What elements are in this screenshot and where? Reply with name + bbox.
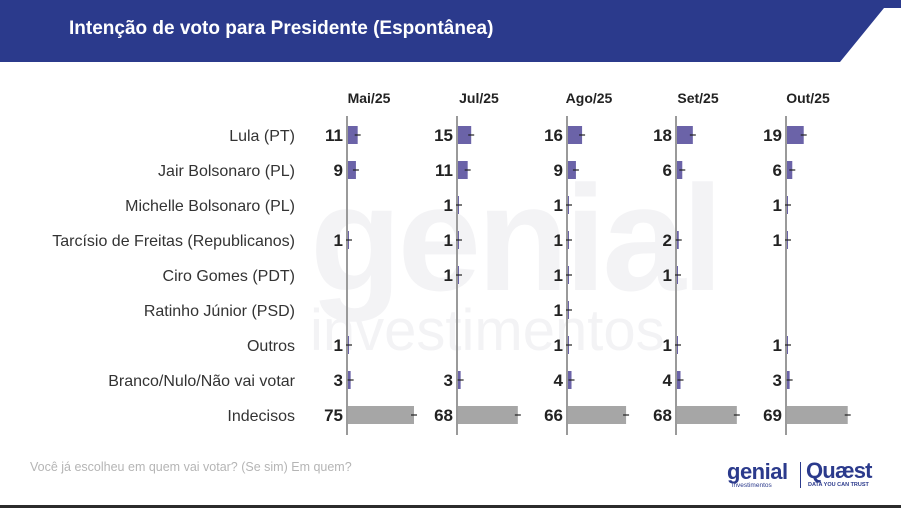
panel-header: Ago/25 [566,90,613,106]
panel-header: Jul/25 [459,90,499,106]
value-label: 1 [663,266,672,285]
value-label: 69 [763,406,782,425]
value-label: 1 [554,196,563,215]
value-label: 66 [544,406,563,425]
value-label: 9 [334,161,343,180]
value-label: 1 [334,336,343,355]
bar [348,126,358,144]
value-label: 1 [773,336,782,355]
value-label: 4 [663,371,673,390]
category-label: Tarcísio de Freitas (Republicanos) [52,233,295,250]
value-label: 1 [444,231,453,250]
quaest-logo: Quæst [806,458,872,483]
value-label: 1 [554,231,563,250]
value-label: 15 [434,126,453,145]
value-label: 6 [663,161,672,180]
value-label: 1 [554,301,563,320]
survey-question: Você já escolheu em quem vai votar? (Se … [30,460,352,474]
footer-logos: genial investimentos Quæst DATA YOU CAN … [724,456,874,496]
value-label: 1 [334,231,343,250]
category-label: Outros [247,338,295,355]
category-label: Indecisos [227,408,295,425]
header-banner: Intenção de voto para Presidente (Espont… [0,0,901,62]
value-label: 1 [554,266,563,285]
value-label: 6 [773,161,782,180]
bar [787,406,848,424]
category-label: Ratinho Júnior (PSD) [144,303,295,320]
svg-text:investimentos: investimentos [310,298,665,363]
panel-header: Out/25 [786,90,830,106]
bar [787,126,804,144]
svg-text:genial: genial [310,154,719,322]
value-label: 16 [544,126,563,145]
value-label: 18 [653,126,672,145]
category-label: Branco/Nulo/Não vai votar [108,373,295,390]
genial-logo: genial [727,459,788,484]
bottom-border [0,505,901,508]
value-label: 1 [444,266,453,285]
category-label: Jair Bolsonaro (PL) [158,163,295,180]
value-label: 3 [773,371,782,390]
category-label: Ciro Gomes (PDT) [163,268,295,285]
value-label: 19 [763,126,782,145]
value-label: 1 [773,231,782,250]
bar [568,406,627,424]
genial-logo-subtitle: investimentos [732,482,772,489]
bar [677,126,693,144]
panel-header: Set/25 [677,90,718,106]
value-label: 1 [663,336,672,355]
value-label: 68 [434,406,453,425]
bar [348,406,414,424]
bar [677,406,737,424]
header-background [0,0,901,62]
value-label: 9 [554,161,563,180]
value-label: 68 [653,406,672,425]
bar [458,161,468,179]
value-label: 11 [325,126,343,145]
value-label: 1 [554,336,563,355]
panel-header: Mai/25 [348,90,391,106]
value-label: 11 [435,161,453,180]
bar [348,161,356,179]
quaest-logo-subtitle: DATA YOU CAN TRUST [808,482,869,488]
bar [458,126,472,144]
bar [458,406,518,424]
vote-intention-chart: Mai/25 Jul/25 Ago/25 Set/25 Out/25 Lula (PT) J… [52,90,851,435]
value-label: 1 [773,196,782,215]
category-label: Lula (PT) [229,128,295,145]
bar [568,126,583,144]
value-label: 75 [324,406,343,425]
page-title: Intenção de voto para Presidente (Espont… [69,18,494,39]
bar [568,161,576,179]
value-label: 4 [554,371,564,390]
category-label: Michelle Bolsonaro (PL) [125,198,295,215]
value-label: 2 [663,231,672,250]
watermark-logo: genial investimentos [310,154,723,363]
value-label: 1 [444,196,453,215]
value-label: 3 [444,371,453,390]
value-label: 3 [334,371,343,390]
logo-divider [800,462,801,488]
